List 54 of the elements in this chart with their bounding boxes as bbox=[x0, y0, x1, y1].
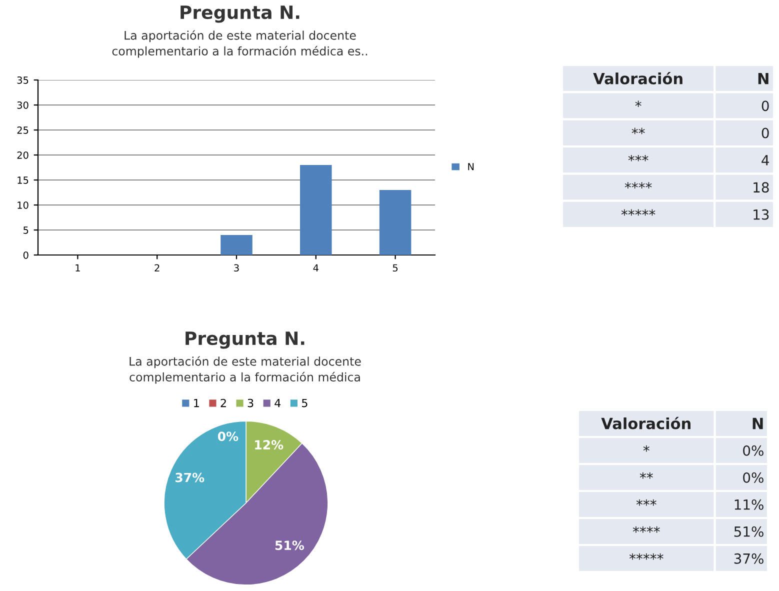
text: * bbox=[643, 445, 650, 452]
y-tick-label: 35 bbox=[17, 76, 28, 84]
x-tick-label: 3 bbox=[234, 264, 239, 272]
text: Valoración bbox=[593, 72, 682, 84]
text: ** bbox=[632, 128, 645, 134]
text: Valoración bbox=[601, 416, 690, 430]
text: 37% bbox=[734, 553, 764, 564]
data-label: 51% bbox=[275, 540, 304, 550]
data-label: 37% bbox=[176, 472, 204, 482]
x-tick-label: 5 bbox=[392, 264, 398, 272]
text: N bbox=[758, 73, 768, 84]
legend-label: 5 bbox=[302, 398, 308, 408]
chart-subtitle: La aportación de este material docente complementario a la formación médica bbox=[130, 356, 361, 384]
text: 11% bbox=[734, 499, 764, 510]
bar bbox=[220, 235, 252, 255]
legend-label: N bbox=[468, 163, 474, 170]
y-tick-label: 0 bbox=[23, 251, 28, 259]
text: *** bbox=[628, 154, 648, 162]
chart-title: Pregunta N. bbox=[180, 6, 300, 23]
bar bbox=[379, 190, 412, 255]
x-tick-label: 1 bbox=[76, 264, 80, 272]
text: 0 bbox=[762, 100, 769, 112]
y-tick-label: 20 bbox=[17, 151, 28, 159]
text: N bbox=[752, 418, 763, 430]
text: * bbox=[635, 100, 642, 107]
y-tick-label: 30 bbox=[17, 101, 28, 109]
text: 13 bbox=[754, 209, 769, 220]
text: 0% bbox=[218, 432, 238, 442]
y-tick-label: 25 bbox=[17, 126, 28, 134]
text: 0% bbox=[743, 472, 764, 483]
text: ***** bbox=[629, 553, 664, 560]
text: **** bbox=[632, 526, 660, 533]
data-label: 12% bbox=[255, 440, 284, 450]
legend-label: 2 bbox=[220, 398, 226, 408]
x-tick-label: 4 bbox=[313, 264, 318, 272]
text: 18 bbox=[754, 182, 769, 193]
text: ** bbox=[640, 472, 653, 479]
legend-label: 3 bbox=[248, 398, 254, 408]
y-tick-label: 5 bbox=[24, 226, 28, 234]
text: 4 bbox=[762, 155, 769, 166]
bar bbox=[300, 165, 332, 255]
chart-title: Pregunta N. bbox=[186, 332, 304, 349]
legend-label: 4 bbox=[274, 398, 281, 408]
text: **** bbox=[624, 182, 652, 188]
y-tick-label: 10 bbox=[18, 201, 28, 209]
text: *** bbox=[636, 499, 656, 506]
text: 0 bbox=[762, 128, 769, 138]
text: 51% bbox=[734, 526, 764, 537]
legend-label: 1 bbox=[194, 398, 199, 408]
chart-subtitle: La aportación de este material docente complementario a la formación médica es.. bbox=[112, 30, 368, 58]
x-tick-label: 2 bbox=[154, 264, 160, 272]
text: ***** bbox=[621, 209, 656, 216]
y-tick-label: 15 bbox=[18, 176, 28, 184]
text: 0% bbox=[743, 445, 764, 456]
